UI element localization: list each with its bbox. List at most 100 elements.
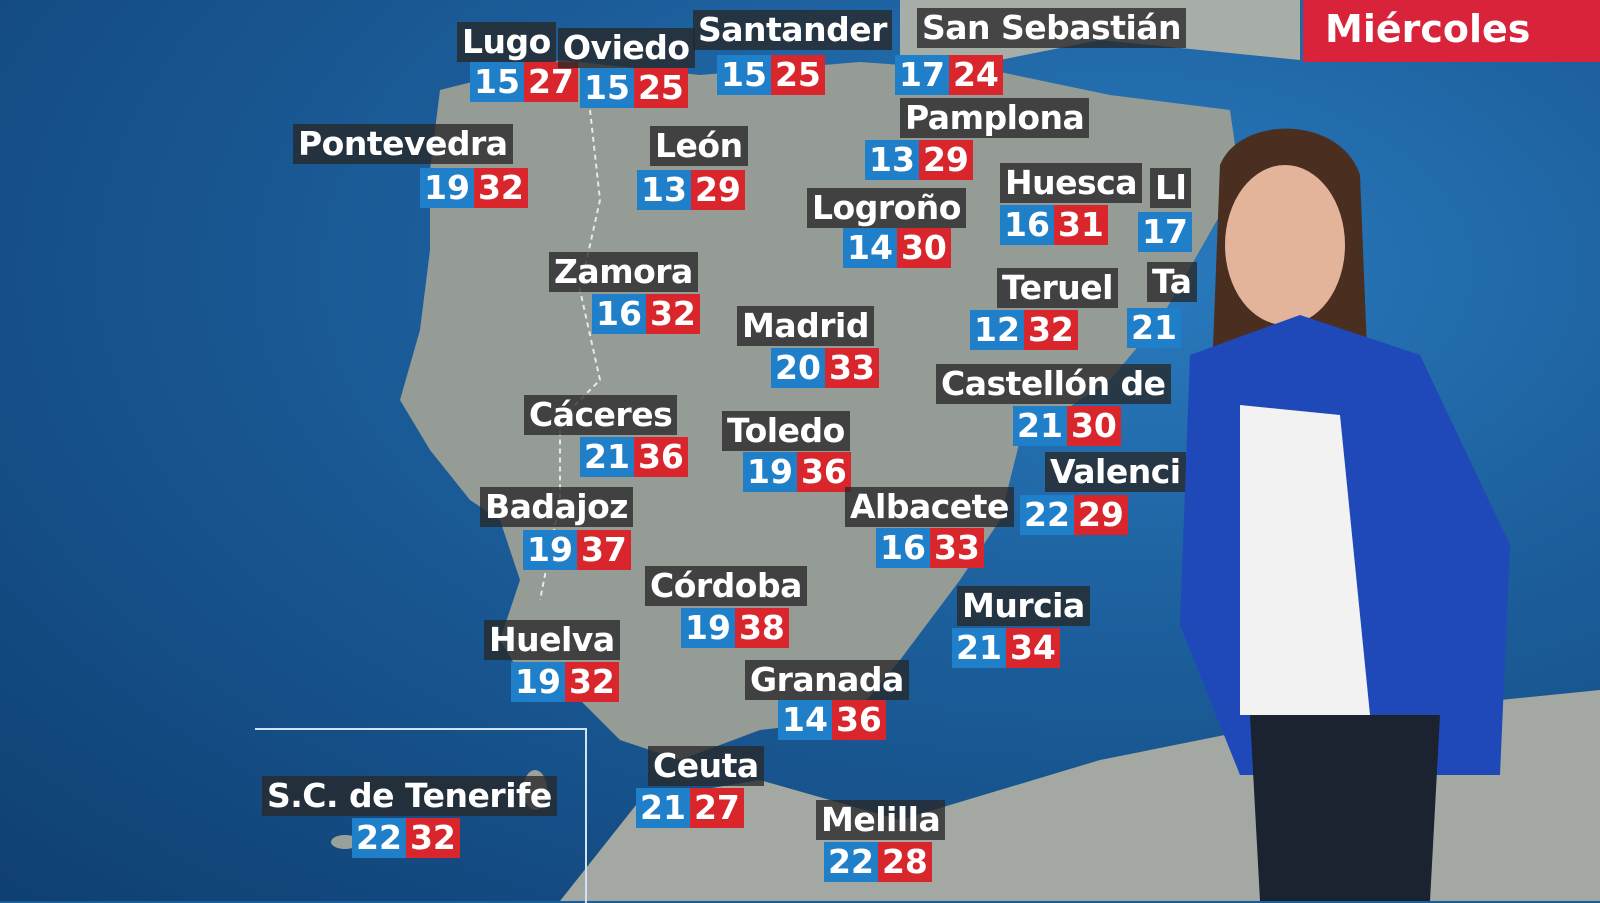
- city-name-zamora: Zamora: [549, 252, 698, 292]
- min-temp: 19: [743, 452, 797, 492]
- min-temp: 16: [592, 294, 646, 334]
- city-name-c-rdoba: Córdoba: [645, 566, 807, 606]
- city-temps-san-sebasti-n: 17 24: [895, 55, 1003, 95]
- max-temp: 25: [770, 55, 825, 95]
- max-temp: 31: [1053, 205, 1108, 245]
- city-name-ta: Ta: [1147, 262, 1197, 302]
- city-temps-huelva: 19 32: [511, 662, 619, 702]
- max-temp: 32: [405, 818, 460, 858]
- city-name-murcia: Murcia: [957, 586, 1090, 626]
- city-name-badajoz: Badajoz: [480, 487, 634, 527]
- city-temps-zamora: 16 32: [592, 294, 700, 334]
- min-temp: 19: [681, 608, 735, 648]
- max-temp: 32: [645, 294, 700, 334]
- max-temp: 37: [576, 530, 631, 570]
- border-portugal: [539, 109, 602, 601]
- min-temp: 15: [717, 55, 771, 95]
- max-temp: 29: [690, 170, 745, 210]
- city-name-oviedo: Oviedo: [558, 28, 695, 68]
- city-name-pontevedra: Pontevedra: [293, 124, 513, 164]
- max-temp: 25: [633, 68, 688, 108]
- max-temp: 29: [918, 140, 973, 180]
- city-temps-castell-n-de: 21 30: [1013, 406, 1121, 446]
- city-name-valenci: Valenci: [1045, 452, 1186, 492]
- min-temp: 22: [1020, 495, 1074, 535]
- min-temp: 15: [470, 62, 524, 102]
- max-temp: 30: [1066, 406, 1121, 446]
- city-temps-pamplona: 13 29: [865, 140, 973, 180]
- city-name-albacete: Albacete: [845, 487, 1014, 527]
- city-name-san-sebasti-n: San Sebastián: [917, 8, 1187, 48]
- min-temp: 16: [876, 528, 930, 568]
- max-temp: 32: [473, 168, 528, 208]
- city-temps-badajoz: 19 37: [523, 530, 631, 570]
- min-temp: 21: [636, 788, 690, 828]
- city-temps-madrid: 20 33: [771, 348, 879, 388]
- city-name-ll: Ll: [1150, 168, 1192, 208]
- city-temps-s-c-de-tenerife: 22 32: [352, 818, 460, 858]
- max-temp: 24: [948, 55, 1003, 95]
- max-temp: 36: [633, 437, 688, 477]
- city-temps-huesca: 16 31: [1000, 205, 1108, 245]
- city-name-madrid: Madrid: [737, 306, 874, 346]
- max-temp: 32: [564, 662, 619, 702]
- city-temps-melilla: 22 28: [824, 842, 932, 882]
- city-temps-ceuta: 21 27: [636, 788, 744, 828]
- max-temp: 36: [796, 452, 851, 492]
- max-temp: 36: [831, 700, 886, 740]
- min-temp: 19: [511, 662, 565, 702]
- city-name-huelva: Huelva: [484, 620, 620, 660]
- max-temp: 30: [896, 228, 951, 268]
- min-temp: 19: [523, 530, 577, 570]
- city-name-c-ceres: Cáceres: [524, 395, 678, 435]
- max-temp: 27: [689, 788, 744, 828]
- city-name-pamplona: Pamplona: [900, 98, 1090, 138]
- city-temps-albacete: 16 33: [876, 528, 984, 568]
- city-name-granada: Granada: [745, 660, 909, 700]
- city-temps-granada: 14 36: [778, 700, 886, 740]
- min-temp: 14: [843, 228, 897, 268]
- min-temp: 13: [637, 170, 691, 210]
- city-name-s-c-de-tenerife: S.C. de Tenerife: [262, 776, 557, 816]
- min-temp: 21: [952, 628, 1006, 668]
- min-temp: 22: [352, 818, 406, 858]
- city-temps-pontevedra: 19 32: [420, 168, 528, 208]
- max-temp: 28: [877, 842, 932, 882]
- city-name-ceuta: Ceuta: [648, 746, 764, 786]
- min-temp: 21: [580, 437, 634, 477]
- canary-islands-inset-frame: [255, 728, 587, 903]
- city-name-melilla: Melilla: [816, 800, 946, 840]
- max-temp: 38: [734, 608, 789, 648]
- min-temp: 21: [1127, 308, 1181, 348]
- min-temp: 17: [895, 55, 949, 95]
- city-temps-valenci: 22 29: [1020, 495, 1128, 535]
- city-temps-ll: 17: [1138, 212, 1192, 252]
- city-temps-lugo: 15 27: [470, 62, 578, 102]
- city-name-toledo: Toledo: [722, 411, 850, 451]
- min-temp: 22: [824, 842, 878, 882]
- city-name-le-n: León: [650, 126, 748, 166]
- max-temp: 29: [1073, 495, 1128, 535]
- day-banner: Miércoles: [1303, 0, 1600, 62]
- city-temps-ta: 21: [1127, 308, 1181, 348]
- min-temp: 15: [580, 68, 634, 108]
- city-name-logro-o: Logroño: [807, 188, 966, 228]
- city-temps-c-ceres: 21 36: [580, 437, 688, 477]
- max-temp: 33: [929, 528, 984, 568]
- min-temp: 21: [1013, 406, 1067, 446]
- max-temp: 27: [523, 62, 578, 102]
- city-temps-le-n: 13 29: [637, 170, 745, 210]
- city-temps-teruel: 12 32: [970, 310, 1078, 350]
- max-temp: 34: [1005, 628, 1060, 668]
- min-temp: 17: [1138, 212, 1192, 252]
- city-temps-toledo: 19 36: [743, 452, 851, 492]
- min-temp: 19: [420, 168, 474, 208]
- min-temp: 20: [771, 348, 825, 388]
- max-temp: 32: [1023, 310, 1078, 350]
- min-temp: 14: [778, 700, 832, 740]
- min-temp: 13: [865, 140, 919, 180]
- city-temps-oviedo: 15 25: [580, 68, 688, 108]
- city-name-huesca: Huesca: [1000, 163, 1142, 203]
- presenter: [1180, 128, 1510, 901]
- city-name-castell-n-de: Castellón de: [936, 364, 1171, 404]
